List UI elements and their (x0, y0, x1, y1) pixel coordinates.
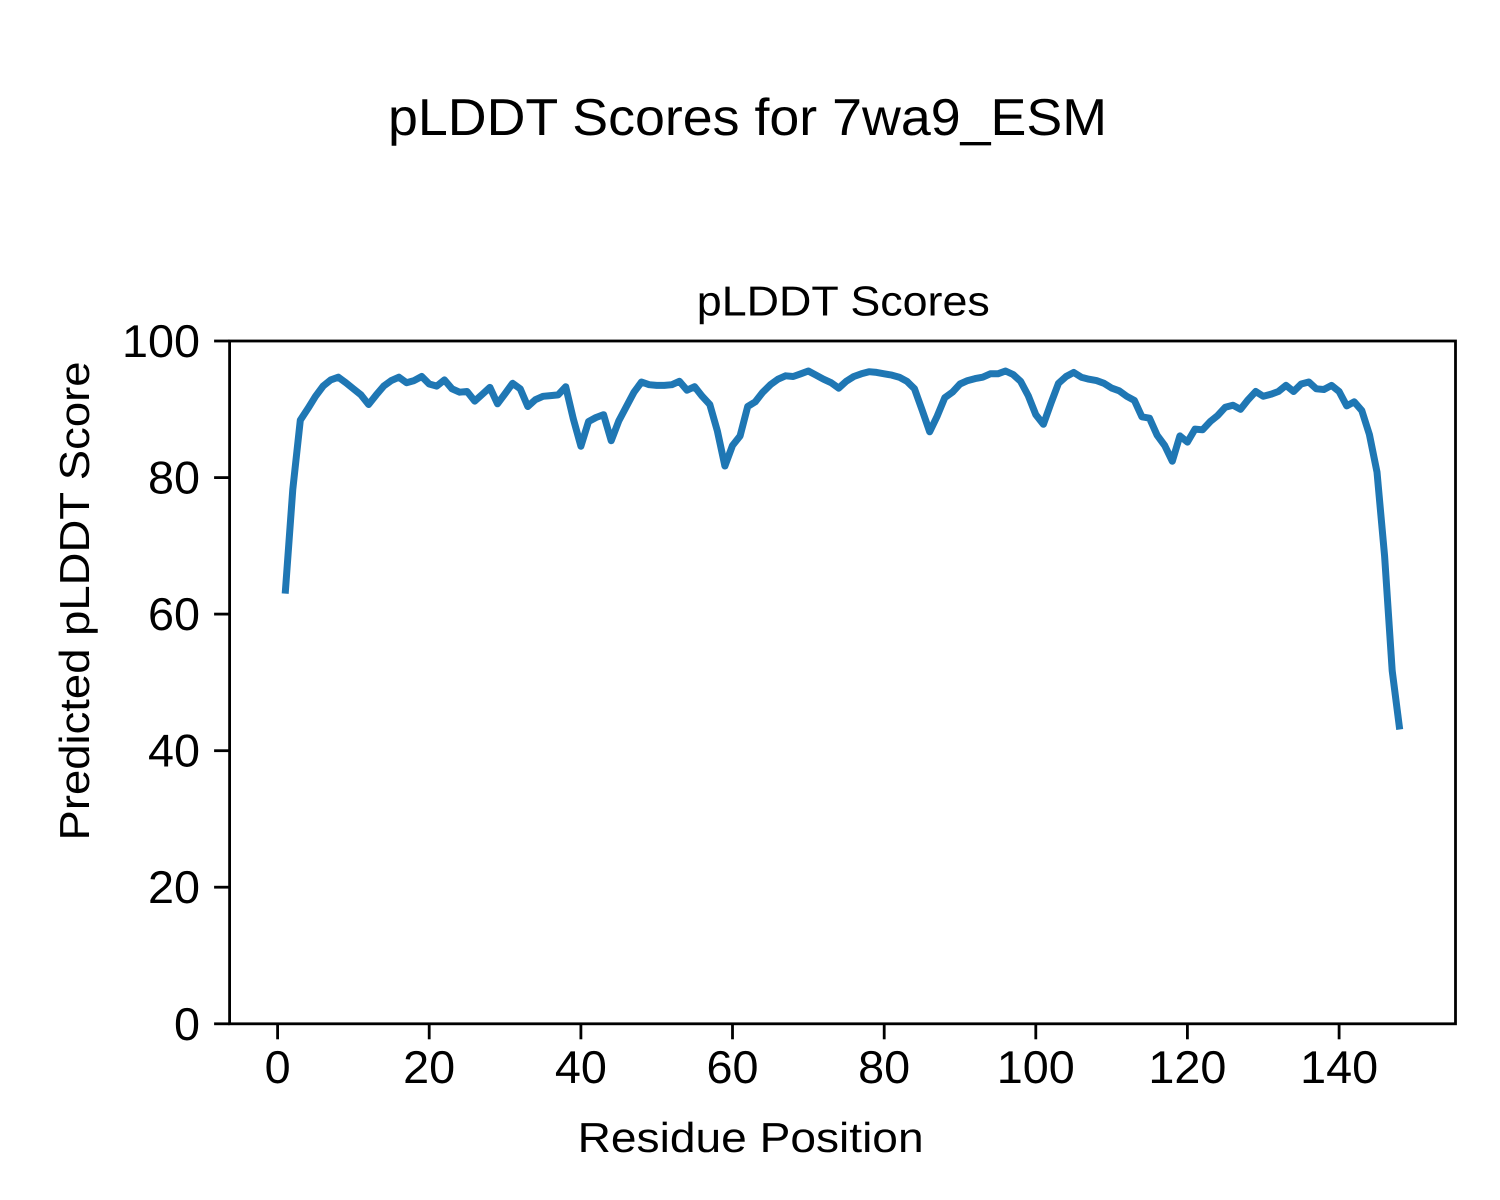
svg-text:0: 0 (265, 1041, 291, 1093)
svg-text:40: 40 (555, 1041, 607, 1093)
svg-text:80: 80 (858, 1041, 910, 1093)
svg-text:140: 140 (1300, 1041, 1378, 1093)
svg-text:pLDDT Scores for 7wa9_ESM: pLDDT Scores for 7wa9_ESM (388, 89, 1107, 147)
svg-text:pLDDT Scores: pLDDT Scores (697, 277, 990, 324)
svg-text:60: 60 (148, 588, 200, 640)
svg-text:60: 60 (707, 1041, 759, 1093)
svg-text:100: 100 (997, 1041, 1075, 1093)
svg-text:Residue Position: Residue Position (578, 1114, 924, 1161)
svg-text:20: 20 (148, 861, 200, 913)
svg-text:120: 120 (1148, 1041, 1226, 1093)
svg-text:40: 40 (148, 725, 200, 777)
svg-text:100: 100 (122, 315, 200, 367)
svg-text:Predicted pLDDT Score: Predicted pLDDT Score (51, 362, 98, 841)
svg-text:0: 0 (174, 998, 200, 1050)
svg-text:20: 20 (403, 1041, 455, 1093)
svg-text:80: 80 (148, 452, 200, 504)
